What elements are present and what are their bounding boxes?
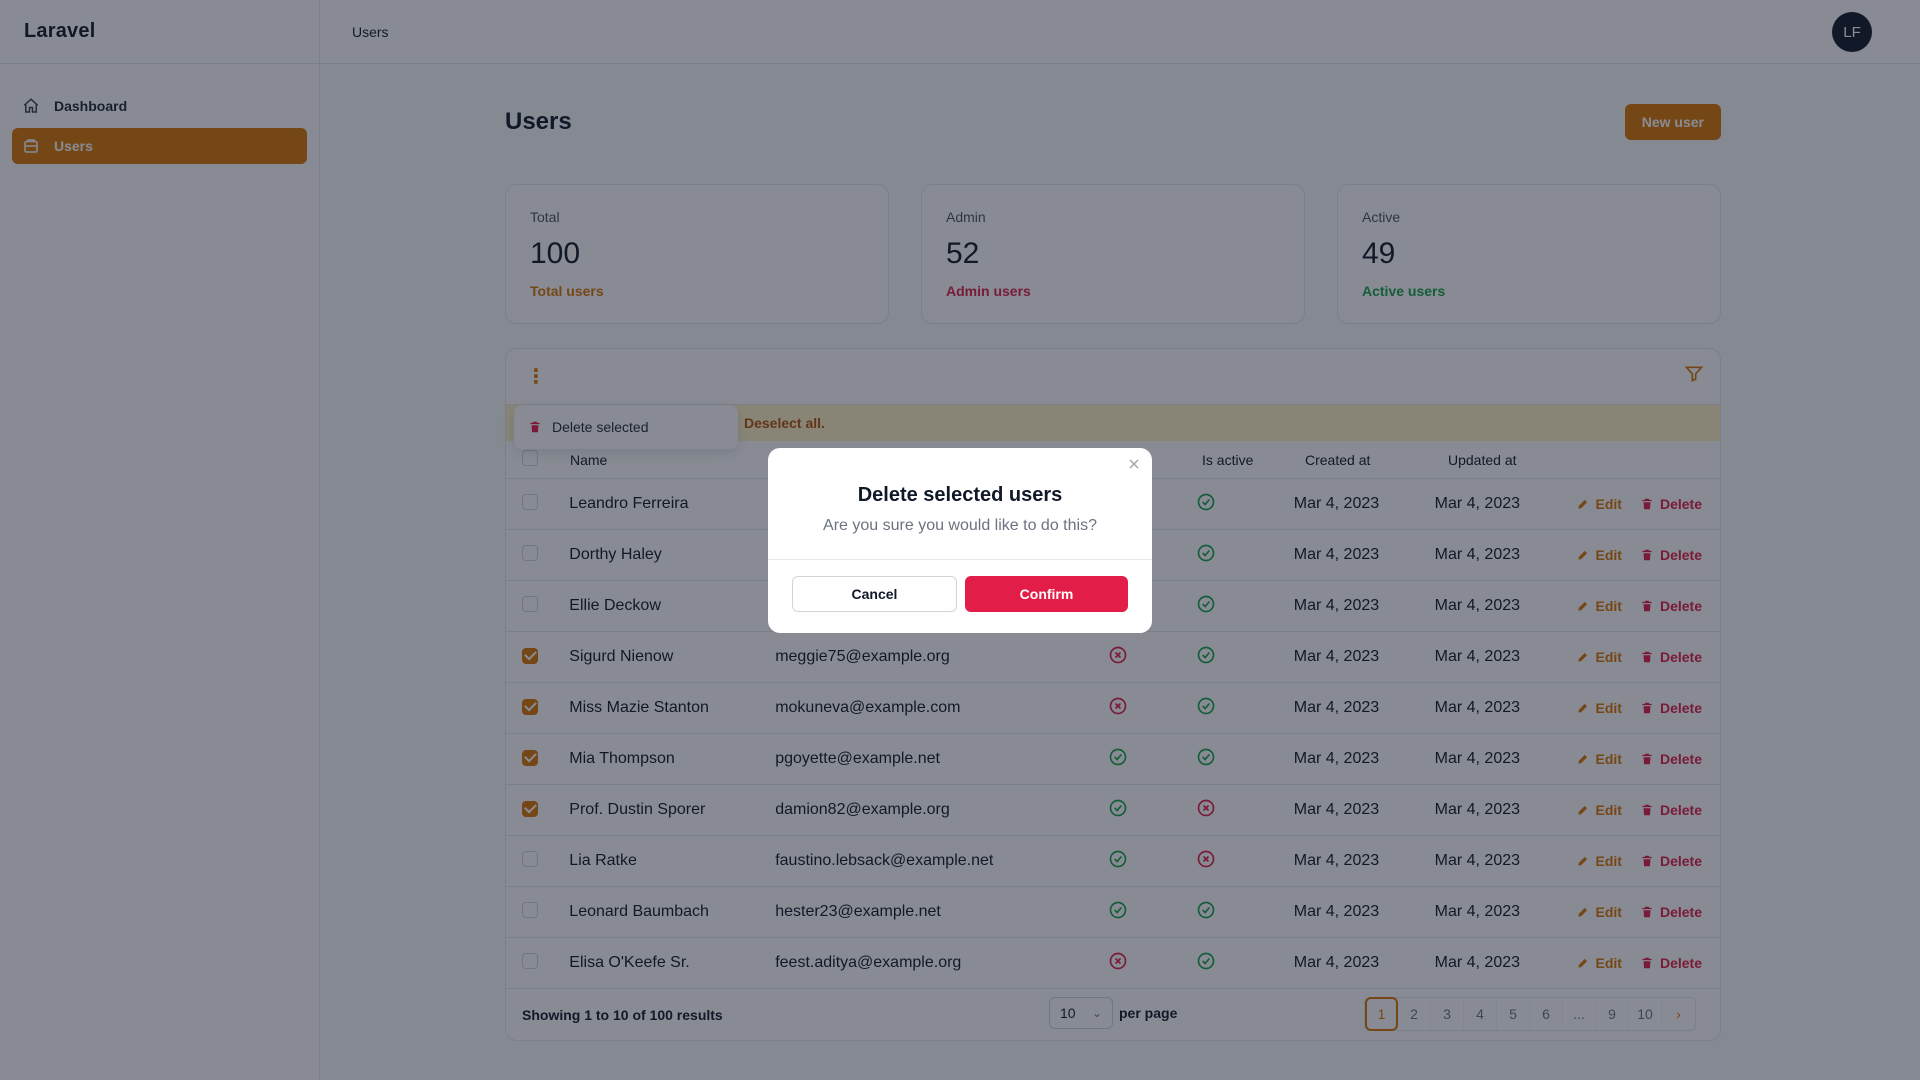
modal-description: Are you sure you would like to do this? [823,517,1097,534]
modal-actions: Cancel Confirm [768,560,1152,628]
confirm-button[interactable]: Confirm [965,576,1128,612]
modal-divider [768,559,1152,560]
delete-confirm-modal: Delete selected users Are you sure you w… [768,448,1152,633]
modal-title: Delete selected users [857,484,1063,506]
cancel-button[interactable]: Cancel [792,576,957,612]
close-icon[interactable] [1126,456,1142,472]
